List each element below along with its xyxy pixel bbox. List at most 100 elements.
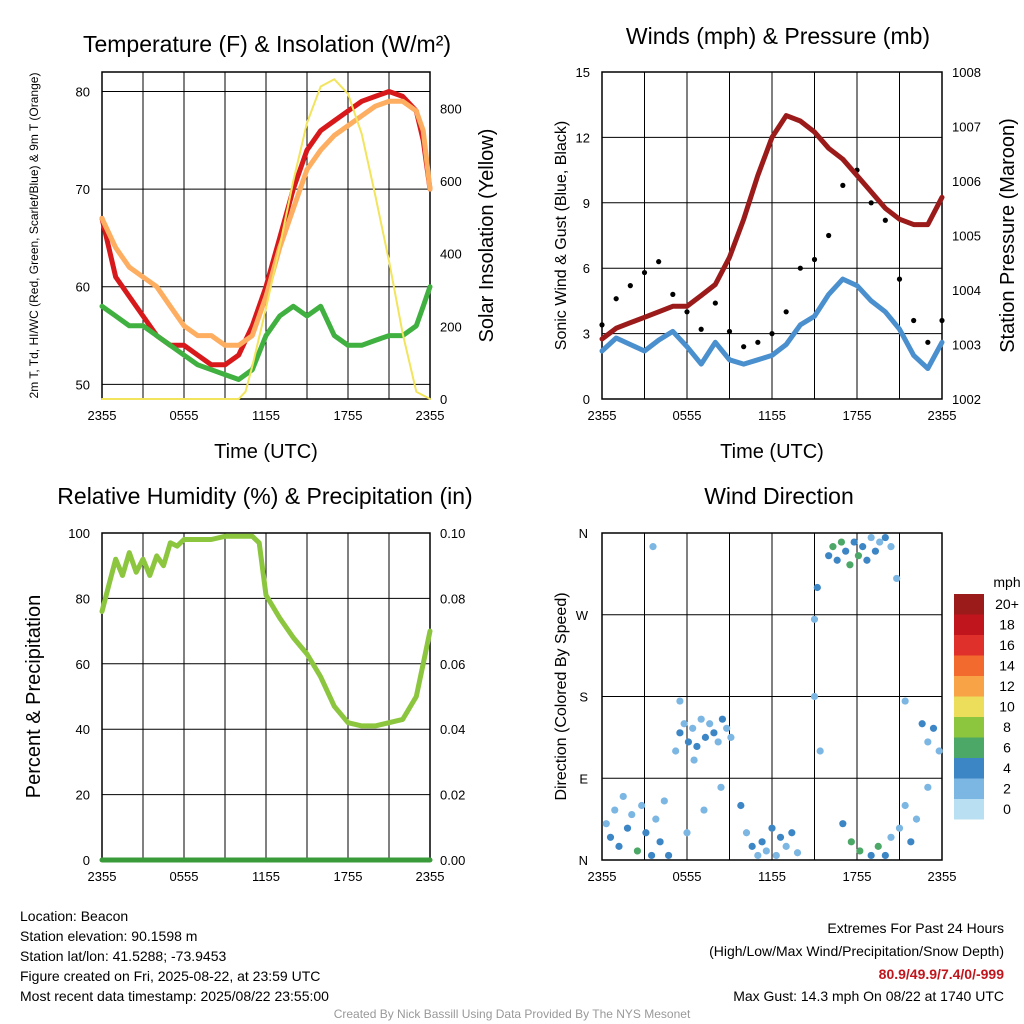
x-tick-label: 1155 [758,869,786,884]
y-axis-label: 2m T, Td, HI/WC (Red, Green, Scarlet/Blu… [27,73,41,399]
direction-point [881,851,889,860]
created-label: Figure created on Fri, 2025-08-22, at 23… [20,968,321,984]
y-tick-label: S [579,690,588,705]
direction-point [619,792,627,801]
direction-point [918,720,926,728]
direction-point [887,543,895,551]
direction-point [772,851,780,860]
gust-point [868,200,874,206]
direction-point [850,538,858,546]
y2-tick-label: 1007 [952,120,981,135]
direction-point [788,829,796,837]
direction-point [710,729,718,737]
legend-swatch [954,799,984,820]
direction-point [649,543,657,551]
gust-point [684,309,690,315]
y-tick-label: 60 [76,657,90,672]
y-tick-label: 9 [583,196,590,211]
direction-point [742,829,751,837]
direction-point [895,824,904,832]
direction-point [907,838,915,846]
x-tick-label: 1755 [334,408,363,423]
y-axis-label: Percent & Precipitation [23,595,45,798]
legend-swatch [954,635,984,656]
direction-point [647,851,656,860]
series-line-s1 [99,98,433,348]
x-tick-label: 2355 [88,408,117,423]
direction-point [615,842,623,850]
y-tick-label: 12 [576,130,590,145]
y2-tick-label: 0.02 [440,788,465,803]
y-tick-label: 0 [83,853,90,868]
direction-point [602,820,610,828]
gust-point [840,182,846,188]
direction-point [754,851,762,860]
direction-point [737,801,745,810]
direction-point [859,543,867,551]
y2-tick-label: 0 [440,392,447,407]
direction-point [842,547,850,555]
legend-swatch [954,737,984,758]
direction-point [929,724,938,732]
direction-point [676,697,684,705]
latlon-label: Station lat/lon: 41.5288; -73.9453 [20,948,227,964]
legend-swatch [954,676,984,697]
y-tick-label: 40 [76,722,90,737]
y2-tick-label: 1005 [952,229,981,244]
x-tick-label: 2355 [928,869,957,884]
gust-point [726,328,733,335]
y-tick-label: 50 [76,377,90,392]
x-tick-label: 2355 [928,408,957,423]
direction-point [717,783,725,791]
direction-point [924,738,932,746]
y2-tick-label: 0.08 [440,591,465,606]
direction-point [652,815,660,823]
direction-point [782,842,790,850]
direction-point [867,851,875,860]
direction-point [776,833,785,841]
direction-point [856,847,864,855]
legend-swatch [954,778,984,799]
direction-point [656,838,664,846]
x-tick-label: 2355 [588,408,617,423]
extremes-title: Extremes For Past 24 Hours [827,920,1004,936]
y-axis-label: Direction (Colored By Speed) [553,592,570,800]
direction-point [693,742,701,751]
max-gust-label: Max Gust: 14.3 mph On 08/22 at 1740 UTC [733,988,1004,1004]
y2-tick-label: 800 [440,101,462,116]
direction-point [683,829,691,837]
legend-label: 14 [999,658,1015,674]
gust-point [783,309,789,315]
y2-tick-label: 200 [440,319,462,334]
speed-legend: mph 20+ 18 16 14 12 10 8 6 4 2 0 [954,574,1021,820]
direction-point [638,801,646,810]
y-tick-label: 80 [76,85,90,100]
chart-title: Relative Humidity (%) & Precipitation (i… [57,483,472,509]
direction-point [606,833,615,841]
direction-point [874,842,882,850]
recent-data-label: Most recent data timestamp: 2025/08/22 2… [20,988,329,1004]
legend-swatch [954,758,984,779]
gust-point [769,331,775,337]
series-line-s3 [101,78,431,400]
y-tick-label: 6 [583,261,590,276]
y2-tick-label: 1006 [952,174,981,189]
direction-point [816,747,824,755]
x-tick-label: 1155 [252,408,280,423]
direction-point [672,747,680,755]
location-label: Location: Beacon [20,908,129,924]
y2-tick-label: 1003 [952,338,981,353]
y2-tick-label: 1004 [952,283,981,298]
direction-point [748,842,756,850]
y-tick-label: E [579,771,588,786]
legend-label: 0 [1003,801,1011,817]
direction-point [887,833,895,841]
direction-point [633,847,642,855]
y2-tick-label: 1002 [952,392,981,407]
panel-2: Winds (mph) & Pressure (mb) 2355 0555 1155 1… [553,23,1019,463]
direction-point [680,720,688,728]
y-tick-label: 80 [76,591,90,606]
direction-point [793,849,802,857]
gust-point [613,296,619,302]
